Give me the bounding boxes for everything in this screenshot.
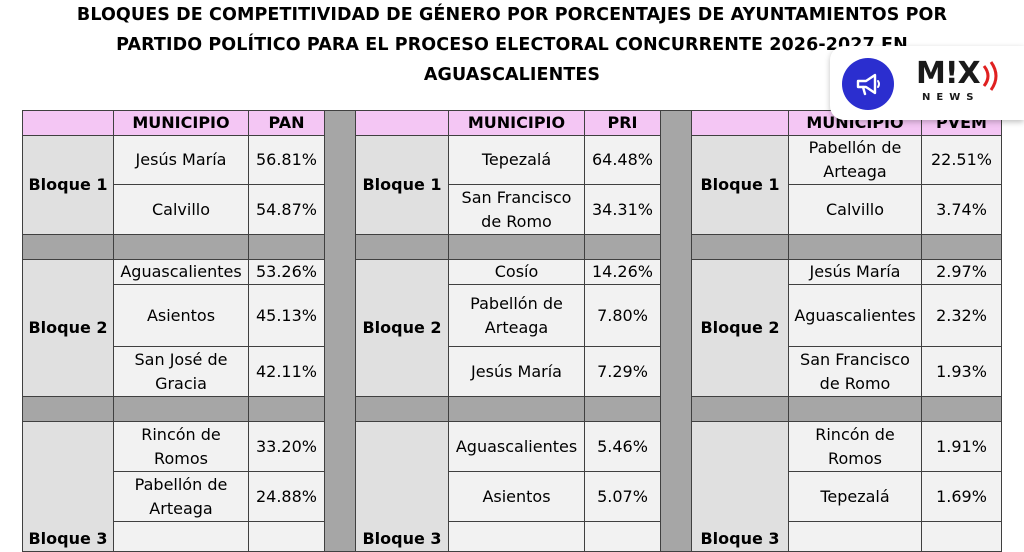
municipio-cell: Calvillo bbox=[113, 184, 249, 235]
block-label: Bloque 2 bbox=[691, 259, 789, 397]
municipio-cell: Tepezalá bbox=[448, 135, 585, 185]
municipio-cell: Asientos bbox=[113, 284, 249, 347]
municipio-cell: San José de Gracia bbox=[113, 346, 249, 397]
municipio-cell: Calvillo bbox=[788, 184, 922, 235]
block-label: Bloque 2 bbox=[22, 259, 114, 397]
municipio-cell bbox=[113, 521, 249, 552]
header-party-pri: PRI bbox=[584, 110, 661, 136]
percentage-cell: 5.46% bbox=[584, 421, 661, 472]
municipio-cell: Pabellón de Arteaga bbox=[448, 284, 585, 347]
block-label: Bloque 1 bbox=[22, 135, 114, 235]
header-municipio-pvem: MUNICIPIO bbox=[788, 110, 922, 136]
separator-row bbox=[355, 396, 449, 422]
separator-row bbox=[22, 234, 114, 260]
separator-row bbox=[584, 234, 661, 260]
percentage-cell: 1.69% bbox=[921, 471, 1002, 522]
header-municipio-pri: MUNICIPIO bbox=[448, 110, 585, 136]
municipio-cell: Aguascalientes bbox=[788, 284, 922, 347]
municipio-cell: Pabellón de Arteaga bbox=[788, 135, 922, 185]
megaphone-icon[interactable] bbox=[842, 58, 894, 110]
block-label: Bloque 1 bbox=[691, 135, 789, 235]
radio-waves-icon bbox=[982, 61, 998, 91]
separator-row bbox=[788, 234, 922, 260]
percentage-cell: 34.31% bbox=[584, 184, 661, 235]
municipio-cell: Jesús María bbox=[448, 346, 585, 397]
municipio-cell: Aguascalientes bbox=[448, 421, 585, 472]
municipio-cell: Jesús María bbox=[788, 259, 922, 285]
municipio-cell bbox=[788, 521, 922, 552]
header-empty-pvem bbox=[691, 110, 789, 136]
header-municipio-pan: MUNICIPIO bbox=[113, 110, 249, 136]
percentage-cell bbox=[584, 521, 661, 552]
competitividad-table: MUNICIPIO PAN MUNICIPIO PRI MUNICIPIO PV… bbox=[22, 110, 1002, 552]
percentage-cell: 7.80% bbox=[584, 284, 661, 347]
percentage-cell: 56.81% bbox=[248, 135, 325, 185]
percentage-cell: 1.93% bbox=[921, 346, 1002, 397]
title-line-1: BLOQUES DE COMPETITIVIDAD DE GÉNERO POR … bbox=[76, 5, 948, 25]
percentage-cell: 24.88% bbox=[248, 471, 325, 522]
municipio-cell: Tepezalá bbox=[788, 471, 922, 522]
block-label: Bloque 1 bbox=[355, 135, 449, 235]
separator-row bbox=[691, 396, 789, 422]
header-party-pan: PAN bbox=[248, 110, 325, 136]
percentage-cell bbox=[248, 521, 325, 552]
block-label: Bloque 3 bbox=[691, 421, 789, 552]
title-line-3: AGUASCALIENTES bbox=[423, 65, 601, 85]
percentage-cell: 54.87% bbox=[248, 184, 325, 235]
separator-row bbox=[921, 396, 1002, 422]
percentage-cell: 5.07% bbox=[584, 471, 661, 522]
separator-row bbox=[448, 396, 585, 422]
percentage-cell: 22.51% bbox=[921, 135, 1002, 185]
percentage-cell: 2.32% bbox=[921, 284, 1002, 347]
block-label: Bloque 2 bbox=[355, 259, 449, 397]
separator-row bbox=[113, 234, 249, 260]
separator-row bbox=[691, 234, 789, 260]
column-gap-1 bbox=[324, 110, 356, 552]
percentage-cell: 3.74% bbox=[921, 184, 1002, 235]
municipio-cell: Cosío bbox=[448, 259, 585, 285]
column-gap-2 bbox=[660, 110, 692, 552]
mix-news-logo[interactable]: M!X NEWS bbox=[830, 46, 1024, 120]
percentage-cell: 42.11% bbox=[248, 346, 325, 397]
percentage-cell: 45.13% bbox=[248, 284, 325, 347]
municipio-cell: Pabellón de Arteaga bbox=[113, 471, 249, 522]
header-empty-pri bbox=[355, 110, 449, 136]
logo-brand: M!X bbox=[916, 56, 981, 91]
header-empty-pan bbox=[22, 110, 114, 136]
percentage-cell: 1.91% bbox=[921, 421, 1002, 472]
block-label: Bloque 3 bbox=[355, 421, 449, 552]
municipio-cell bbox=[448, 521, 585, 552]
municipio-cell: Jesús María bbox=[113, 135, 249, 185]
municipio-cell: San Francisco de Romo bbox=[788, 346, 922, 397]
separator-row bbox=[248, 234, 325, 260]
percentage-cell: 2.97% bbox=[921, 259, 1002, 285]
municipio-cell: Asientos bbox=[448, 471, 585, 522]
separator-row bbox=[788, 396, 922, 422]
separator-row bbox=[355, 234, 449, 260]
municipio-cell: San Francisco de Romo bbox=[448, 184, 585, 235]
separator-row bbox=[22, 396, 114, 422]
separator-row bbox=[921, 234, 1002, 260]
block-label: Bloque 3 bbox=[22, 421, 114, 552]
percentage-cell: 33.20% bbox=[248, 421, 325, 472]
separator-row bbox=[113, 396, 249, 422]
municipio-cell: Aguascalientes bbox=[113, 259, 249, 285]
document-title: BLOQUES DE COMPETITIVIDAD DE GÉNERO POR … bbox=[0, 0, 1024, 90]
percentage-cell: 64.48% bbox=[584, 135, 661, 185]
separator-row bbox=[248, 396, 325, 422]
separator-row bbox=[448, 234, 585, 260]
separator-row bbox=[584, 396, 661, 422]
percentage-cell bbox=[921, 521, 1002, 552]
logo-subtext: NEWS bbox=[922, 92, 980, 103]
percentage-cell: 7.29% bbox=[584, 346, 661, 397]
percentage-cell: 53.26% bbox=[248, 259, 325, 285]
municipio-cell: Rincón de Romos bbox=[113, 421, 249, 472]
municipio-cell: Rincón de Romos bbox=[788, 421, 922, 472]
percentage-cell: 14.26% bbox=[584, 259, 661, 285]
title-line-2: PARTIDO POLÍTICO PARA EL PROCESO ELECTOR… bbox=[116, 35, 908, 55]
